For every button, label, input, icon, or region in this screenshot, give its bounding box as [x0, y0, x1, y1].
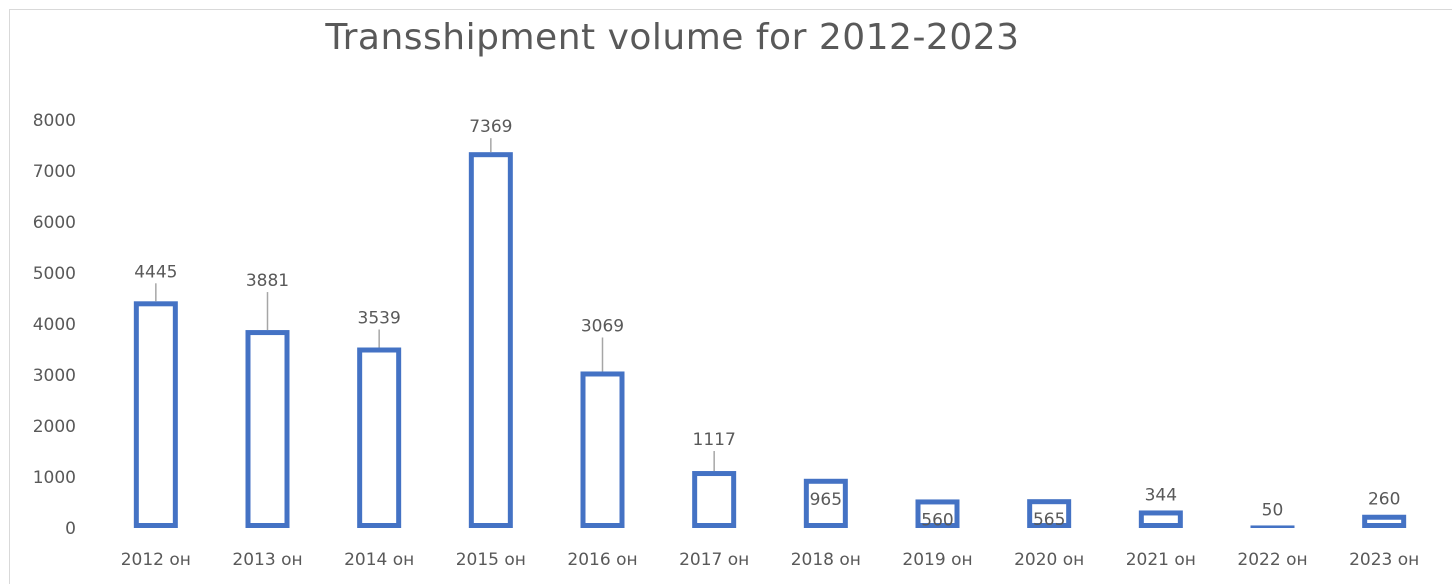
- y-tick-label: 3000: [33, 366, 76, 386]
- data-label: 3539: [358, 309, 401, 329]
- x-tick-label: 2018 он: [791, 550, 861, 570]
- x-tick-label: 2019 он: [902, 550, 972, 570]
- y-tick-label: 8000: [33, 111, 76, 131]
- bars: [133, 152, 1407, 529]
- x-tick-label: 2015 он: [456, 550, 526, 570]
- bar: [468, 152, 513, 528]
- data-labels: 4445 3881 3539 7369 3069 1117 965 560 565 344 50 26…: [134, 117, 1400, 530]
- y-tick-label: 2000: [33, 417, 76, 437]
- y-axis-ticks: 0 1000 2000 3000 4000 5000 6000 7000 8000: [33, 111, 76, 539]
- y-tick-label: 5000: [33, 264, 76, 284]
- x-axis-ticks: 2012 он 2013 он 2014 он 2015 он 2016 он 2017 …: [121, 550, 1420, 570]
- bar: [1250, 525, 1295, 528]
- x-tick-label: 2022 он: [1237, 550, 1307, 570]
- y-tick-label: 1000: [33, 468, 76, 488]
- bar: [1362, 514, 1407, 528]
- data-label: 560: [921, 510, 953, 530]
- x-tick-label: 2017 он: [679, 550, 749, 570]
- bar: [692, 471, 737, 528]
- data-label: 50: [1262, 500, 1284, 520]
- bar: [245, 330, 290, 528]
- x-tick-label: 2023 он: [1349, 550, 1419, 570]
- data-label: 7369: [469, 117, 512, 137]
- bar: [915, 499, 960, 529]
- data-label: 260: [1368, 490, 1400, 510]
- x-tick-label: 2021 он: [1126, 550, 1196, 570]
- data-label: 4445: [134, 262, 177, 282]
- y-tick-label: 4000: [33, 315, 76, 335]
- x-tick-label: 2012 он: [121, 550, 191, 570]
- data-label: 3069: [581, 316, 624, 336]
- chart-title: Transshipment volume for 2012-2023: [325, 17, 1020, 58]
- y-tick-label: 7000: [33, 162, 76, 182]
- data-label: 565: [1033, 510, 1065, 530]
- bar: [357, 347, 402, 528]
- x-tick-label: 2013 он: [232, 550, 302, 570]
- x-tick-label: 2014 он: [344, 550, 414, 570]
- data-label: 3881: [246, 271, 289, 291]
- x-tick-label: 2016 он: [567, 550, 637, 570]
- bar: [803, 478, 848, 529]
- y-tick-label: 0: [65, 519, 76, 539]
- y-tick-label: 6000: [33, 213, 76, 233]
- data-label: 344: [1145, 485, 1177, 505]
- bar: [1027, 499, 1072, 528]
- data-label-leaders: [155, 138, 715, 472]
- bar: [1138, 510, 1183, 528]
- data-label: 1117: [693, 430, 736, 450]
- data-label: 965: [810, 490, 842, 510]
- bar: [133, 301, 178, 528]
- x-tick-label: 2020 он: [1014, 550, 1084, 570]
- bar: [580, 371, 625, 528]
